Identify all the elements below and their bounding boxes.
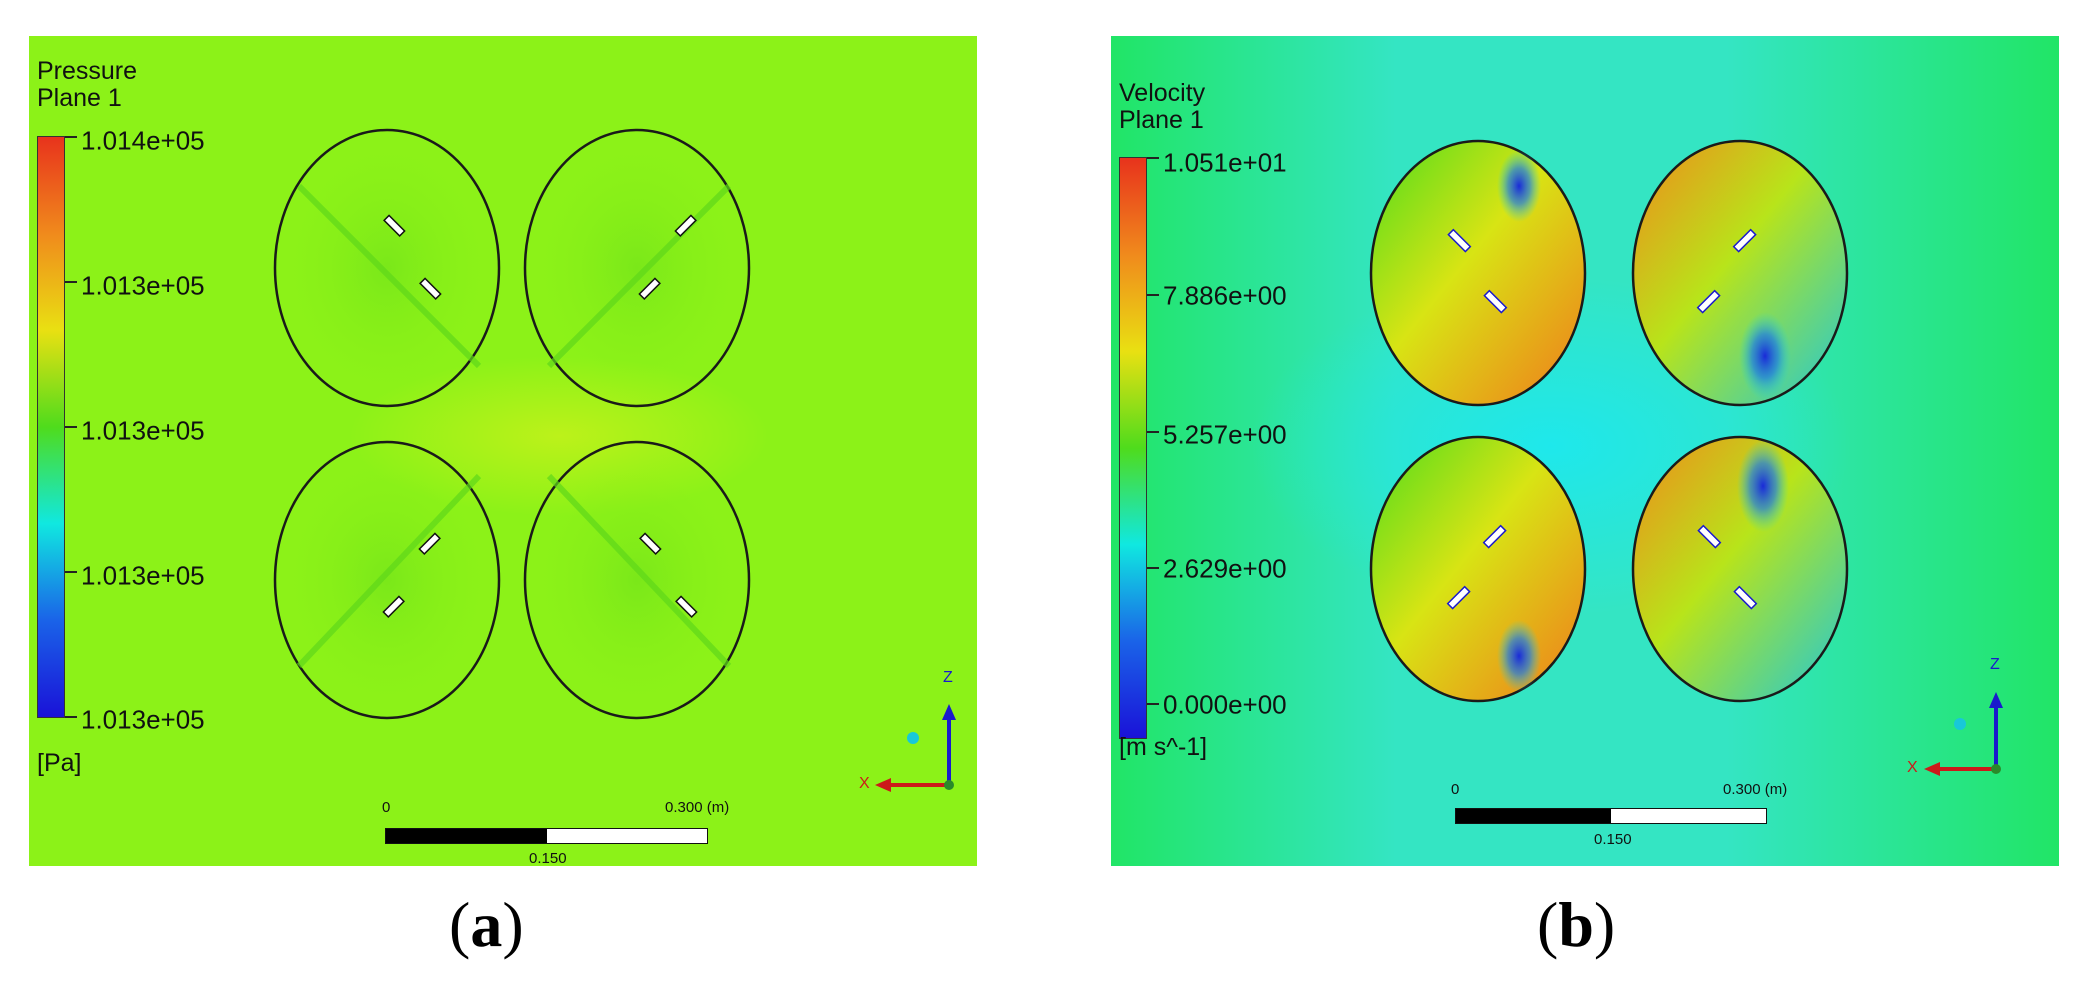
colorbar-tick-label: 2.629e+00 (1163, 553, 1287, 584)
rotor-disc (273, 440, 501, 720)
colorbar-tick-label: 5.257e+00 (1163, 419, 1287, 450)
rotor-disc (273, 128, 501, 408)
rotor-disc (1631, 139, 1849, 407)
scale-max-label: 0.300 (m) (1723, 781, 1788, 798)
panel-b-letter: b (1558, 889, 1594, 960)
colorbar-tick-label: 1.013e+05 (81, 270, 205, 301)
colorbar-tick-label: 1.013e+05 (81, 415, 205, 446)
colorbar-tick (1147, 157, 1159, 159)
pressure-colorbar (37, 136, 65, 718)
colorbar-tick (65, 571, 77, 573)
colorbar-tick-label: 1.014e+05 (81, 125, 205, 156)
scale-bar (385, 828, 708, 844)
x-axis-label: X (1907, 759, 1918, 776)
velocity-contour-plot (1111, 36, 2059, 866)
colorbar-tick (65, 281, 77, 283)
scale-max-label: 0.300 (m) (665, 799, 730, 816)
z-axis-label: Z (1990, 656, 2000, 673)
low-velocity-core (1497, 620, 1541, 692)
colorbar-tick-label: 0.000e+00 (1163, 689, 1287, 720)
scale-mid-label: 0.150 (1594, 831, 1632, 848)
colorbar-tick-label: 1.013e+05 (81, 560, 205, 591)
x-axis-label: X (859, 775, 870, 792)
colorbar-tick-label: 1.051e+01 (1163, 147, 1287, 178)
colorbar-tick (65, 136, 77, 138)
rotor-disc (1631, 435, 1849, 703)
pressure-contour-panel: Pressure Plane 1 1.014e+05 1.013e+05 1.0… (29, 36, 977, 866)
legend-unit-label: [m s^-1] (1119, 733, 1208, 761)
rotor-disc (1369, 435, 1587, 703)
pressure-contour-plot (29, 36, 977, 866)
axis-triad (1924, 692, 2003, 776)
colorbar-tick (1147, 703, 1159, 705)
rotor-disc (1369, 139, 1587, 407)
colorbar-tick (1147, 294, 1159, 296)
colorbar-tick (65, 426, 77, 428)
scale-zero-label: 0 (1451, 781, 1460, 798)
legend-variable-title: Pressure (37, 57, 138, 85)
colorbar-tick (1147, 567, 1159, 569)
axis-triad (875, 704, 956, 792)
low-velocity-core (1739, 312, 1791, 400)
rotor-blades (382, 214, 698, 618)
blade-wake-lines (296, 183, 732, 669)
scale-bar (1455, 808, 1767, 824)
panel-b-caption: (b) (1537, 889, 1616, 960)
panel-a-letter: a (470, 889, 503, 960)
colorbar-tick-label: 1.013e+05 (81, 704, 205, 735)
velocity-colorbar (1119, 157, 1147, 739)
z-axis-label: Z (943, 669, 953, 686)
legend-location-title: Plane 1 (37, 84, 122, 112)
colorbar-tick-label: 7.886e+00 (1163, 280, 1287, 311)
colorbar-tick (1147, 431, 1159, 433)
legend-location-title: Plane 1 (1119, 106, 1204, 134)
scale-zero-label: 0 (382, 799, 391, 816)
panel-a-caption: (a) (449, 889, 524, 960)
colorbar-tick (65, 716, 77, 718)
low-velocity-core (1497, 150, 1541, 222)
scale-mid-label: 0.150 (529, 850, 567, 866)
rotor-blades (1446, 228, 1758, 610)
low-velocity-core (1737, 440, 1789, 532)
rotor-disc (523, 128, 751, 408)
velocity-contour-panel: Velocity Plane 1 1.051e+01 7.886e+00 5.2… (1111, 36, 2059, 866)
legend-variable-title: Velocity (1119, 79, 1206, 107)
legend-unit-label: [Pa] (37, 749, 82, 777)
